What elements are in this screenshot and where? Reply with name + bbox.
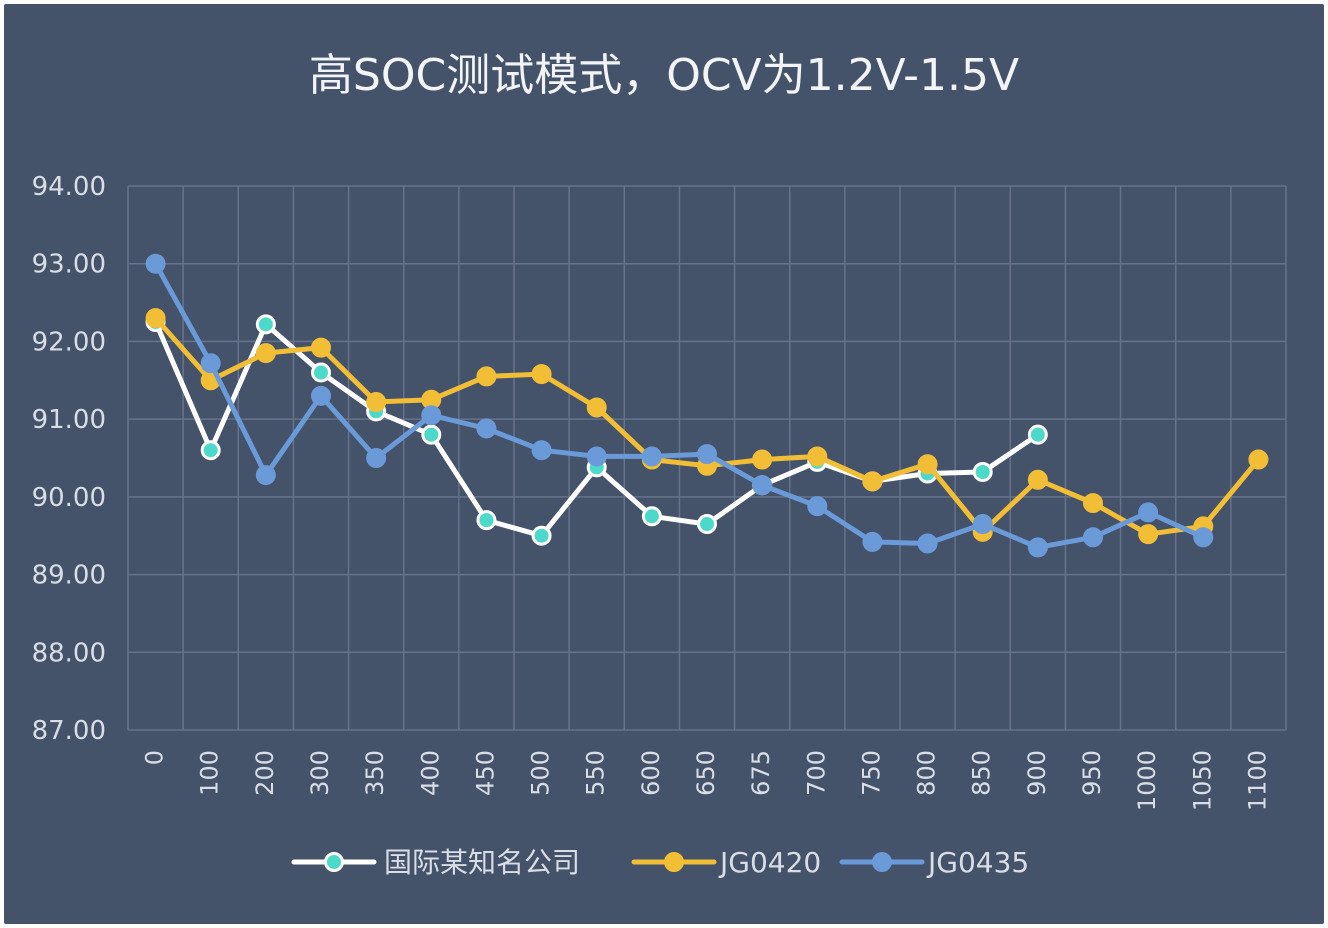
x-tick-label: 950 [1078, 750, 1106, 796]
data-point [311, 362, 331, 383]
y-tick-label: 89.00 [32, 561, 106, 591]
x-tick-label: 675 [747, 750, 775, 796]
x-tick-label: 1050 [1188, 750, 1216, 811]
chart-title: 高SOC测试模式，OCV为1.2V-1.5V [309, 50, 1019, 101]
data-point [421, 405, 442, 426]
x-tick-label: 900 [1023, 750, 1051, 796]
x-tick-label: 200 [251, 750, 279, 796]
y-tick-label: 92.00 [32, 327, 106, 357]
data-point [1138, 524, 1159, 545]
data-point [200, 440, 221, 461]
data-point [255, 465, 276, 486]
x-tick-label: 650 [692, 750, 720, 796]
x-tick-label: 800 [913, 750, 941, 796]
data-point [641, 446, 662, 467]
series-1 [145, 312, 1048, 546]
legend-item: 国际某知名公司 [291, 846, 580, 879]
data-point [366, 392, 387, 413]
x-tick-label: 500 [527, 750, 555, 796]
series-line [153, 319, 1041, 539]
x-tick-label: 600 [637, 750, 665, 796]
data-point [1027, 469, 1048, 490]
y-tick-label: 93.00 [32, 250, 106, 280]
y-axis-ticks: 87.00 88.00 89.00 90.00 91.00 92.00 93.00 94.00 [32, 172, 106, 746]
data-point [476, 366, 497, 387]
data-point [311, 385, 331, 406]
data-point [255, 314, 276, 335]
y-tick-label: 88.00 [32, 638, 106, 668]
data-point [1083, 493, 1103, 514]
data-point [145, 253, 166, 274]
data-point [476, 510, 497, 531]
data-point [311, 337, 331, 358]
data-point [807, 446, 828, 467]
data-point [531, 364, 552, 385]
data-point [586, 446, 607, 467]
data-point [972, 461, 993, 482]
data-point [366, 448, 387, 468]
legend-label: JG0420 [718, 846, 821, 879]
legend: 国际某知名公司 JG0420 JG0435 [291, 846, 1029, 879]
legend-item: JG0420 [631, 846, 821, 879]
data-point [641, 506, 662, 527]
data-point [255, 343, 276, 364]
x-tick-label: 850 [968, 750, 996, 796]
x-tick-label: 750 [857, 750, 885, 796]
y-tick-label: 87.00 [32, 716, 106, 746]
data-point [697, 514, 717, 535]
data-point [862, 471, 883, 492]
data-point [917, 533, 938, 554]
chart-panel: 高SOC测试模式，OCV为1.2V-1.5V 87.00 88.00 89.00 90… [4, 4, 1324, 924]
data-point [862, 531, 883, 552]
data-point [586, 397, 607, 418]
data-point [421, 424, 442, 445]
legend-swatch-marker [324, 852, 344, 872]
legend-label: JG0435 [926, 846, 1029, 879]
data-point [1083, 527, 1103, 548]
data-point [1027, 424, 1048, 445]
data-point [917, 454, 938, 475]
data-point [200, 353, 221, 374]
series-2 [145, 308, 1269, 545]
legend-swatch-marker [872, 852, 892, 872]
series-lines [145, 253, 1269, 558]
x-tick-label: 400 [416, 750, 444, 796]
x-tick-label: 300 [306, 750, 334, 796]
legend-item: JG0435 [839, 846, 1029, 879]
y-tick-label: 94.00 [32, 172, 106, 202]
data-point [1138, 502, 1159, 523]
data-point [972, 514, 993, 535]
data-point [697, 444, 717, 465]
legend-swatch-marker [664, 852, 684, 872]
data-point [145, 308, 166, 329]
x-tick-label: 1100 [1243, 750, 1271, 811]
data-point [807, 496, 828, 517]
data-point [752, 449, 773, 470]
data-point [1027, 537, 1048, 558]
data-point [476, 418, 497, 439]
series-3 [145, 253, 1214, 558]
x-tick-label: 350 [361, 750, 389, 796]
x-tick-label: 0 [141, 750, 169, 765]
y-tick-label: 90.00 [32, 483, 106, 513]
data-point [752, 475, 773, 496]
x-tick-label: 100 [196, 750, 224, 796]
x-tick-label: 550 [582, 750, 610, 796]
legend-label: 国际某知名公司 [384, 846, 580, 879]
x-tick-label: 1000 [1133, 750, 1161, 811]
x-tick-label: 450 [471, 750, 499, 796]
x-axis-ticks: 0 100 200 300 350 400 450 500 550 600 650 675 700 750… [141, 750, 1272, 811]
data-point [1248, 449, 1269, 470]
y-tick-label: 91.00 [32, 405, 106, 435]
x-tick-label: 700 [802, 750, 830, 796]
line-chart: 高SOC测试模式，OCV为1.2V-1.5V 87.00 88.00 89.00 90… [32, 50, 1287, 879]
data-point [531, 525, 552, 546]
data-point [531, 440, 552, 461]
data-point [1193, 527, 1214, 548]
